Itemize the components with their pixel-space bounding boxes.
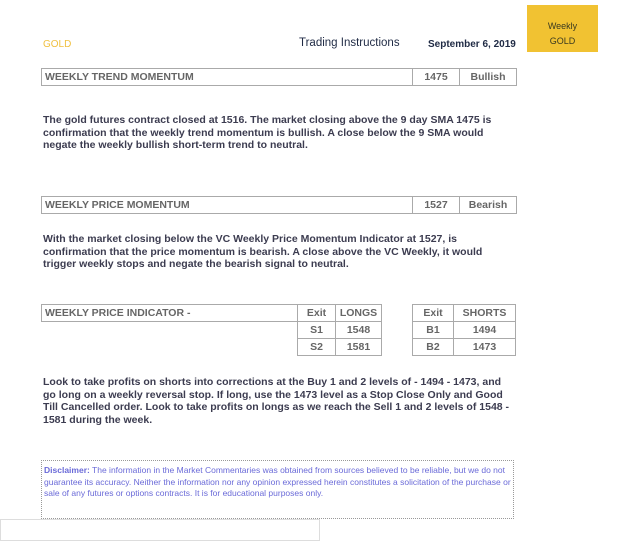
disclaimer: Disclaimer: The information in the Marke… bbox=[41, 460, 514, 519]
disclaimer-label: Disclaimer: bbox=[44, 465, 90, 475]
badge-line2: GOLD bbox=[549, 36, 576, 46]
shorts-table: Exit SHORTS B1 1494 B2 1473 bbox=[412, 304, 516, 356]
shorts-level: 1473 bbox=[453, 338, 516, 356]
longs-exit: S1 bbox=[297, 321, 336, 339]
longs-level: 1548 bbox=[335, 321, 382, 339]
trend-label: WEEKLY TREND MOMENTUM bbox=[41, 68, 413, 86]
price-label: WEEKLY PRICE MOMENTUM bbox=[41, 196, 413, 214]
weekly-gold-badge: Weekly GOLD bbox=[527, 5, 598, 52]
shorts-level: 1494 bbox=[453, 321, 516, 339]
shorts-header: SHORTS bbox=[453, 304, 516, 322]
longs-level: 1581 bbox=[335, 338, 382, 356]
shorts-exit-header: Exit bbox=[412, 304, 454, 322]
price-value: 1527 bbox=[412, 196, 460, 214]
indicator-commentary: Look to take profits on shorts into corr… bbox=[43, 376, 510, 426]
longs-table: WEEKLY PRICE INDICATOR - Exit LONGS S1 15… bbox=[41, 304, 382, 356]
trend-signal: Bullish bbox=[459, 68, 517, 86]
shorts-exit: B2 bbox=[412, 338, 454, 356]
price-commentary: With the market closing below the VC Wee… bbox=[43, 233, 483, 270]
longs-exit-header: Exit bbox=[297, 304, 336, 322]
price-signal: Bearish bbox=[459, 196, 517, 214]
trend-value: 1475 bbox=[412, 68, 460, 86]
report-date: September 6, 2019 bbox=[428, 39, 516, 50]
price-momentum-table: WEEKLY PRICE MOMENTUM 1527 Bearish bbox=[41, 196, 517, 214]
longs-header: LONGS bbox=[335, 304, 382, 322]
page-title: Trading Instructions bbox=[299, 37, 400, 49]
trend-momentum-table: WEEKLY TREND MOMENTUM 1475 Bullish bbox=[41, 68, 517, 86]
bottom-frame bbox=[0, 519, 320, 541]
shorts-exit: B1 bbox=[412, 321, 454, 339]
indicator-label: WEEKLY PRICE INDICATOR - bbox=[41, 304, 298, 322]
disclaimer-text: The information in the Market Commentari… bbox=[44, 465, 511, 498]
symbol-label: GOLD bbox=[43, 39, 72, 50]
trend-commentary: The gold futures contract closed at 1516… bbox=[43, 114, 492, 151]
badge-line1: Weekly bbox=[547, 21, 578, 31]
longs-exit: S2 bbox=[297, 338, 336, 356]
